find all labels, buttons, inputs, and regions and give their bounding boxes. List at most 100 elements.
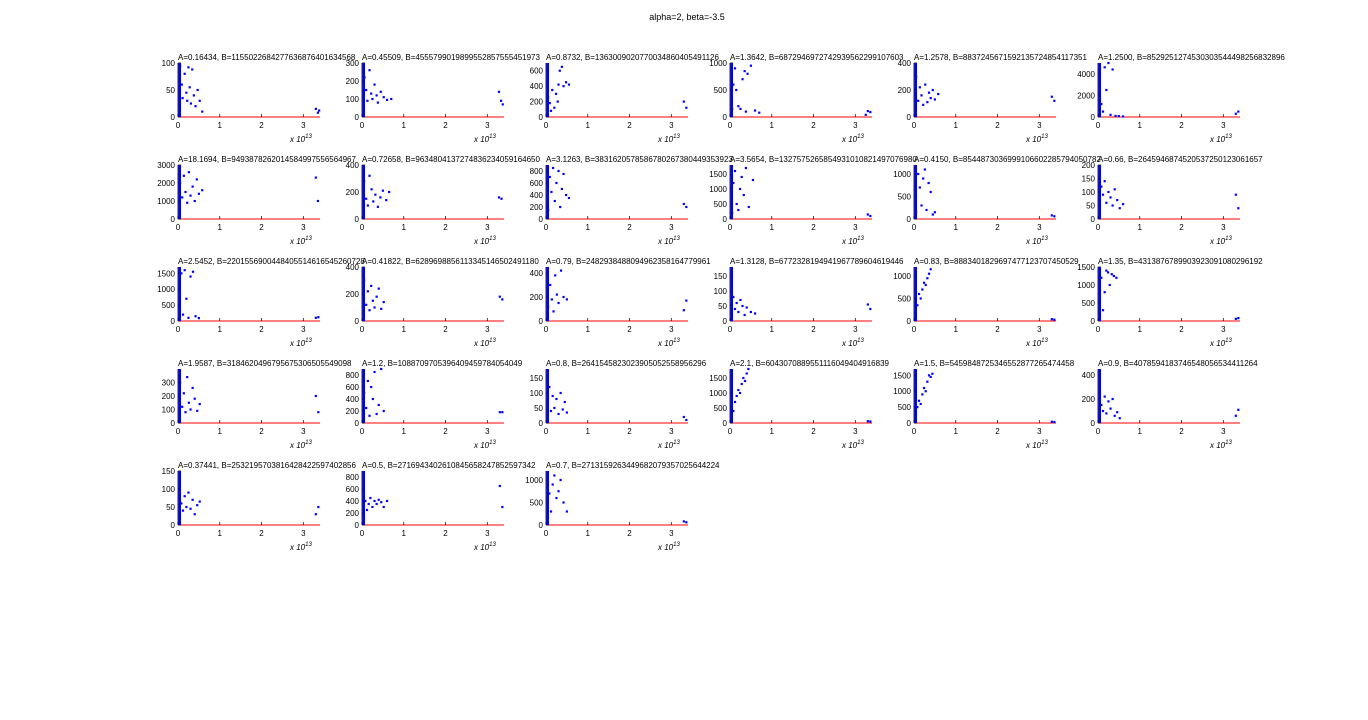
scatter-point: [189, 102, 193, 105]
x-tick-label: 2: [811, 223, 816, 232]
scatter-point: [753, 109, 757, 112]
x-tick-label: 2: [811, 325, 816, 334]
y-tick-label: 1000: [709, 185, 727, 194]
scatter-point: [557, 83, 560, 86]
subplot-9: A=3.1263, B=3831620578586780267380449353…: [530, 155, 734, 246]
scatter-point: [918, 86, 921, 89]
y-tick-label: 150: [1082, 175, 1096, 184]
x-tick-label: 0: [912, 325, 917, 334]
y-tick-label: 1000: [709, 389, 727, 398]
x-exponent-power: 13: [489, 134, 496, 140]
scatter-point: [549, 283, 552, 287]
scatter-point: [316, 199, 320, 203]
x-tick-label: 3: [301, 529, 306, 538]
scatter-point: [742, 376, 745, 380]
scatter-point: [1106, 271, 1110, 274]
y-tick-label: 200: [1082, 161, 1096, 170]
scatter-point: [198, 99, 201, 102]
y-tick-label: 1500: [893, 371, 911, 380]
point-cluster-at-zero: [178, 369, 181, 423]
x-tick-label: 3: [1221, 223, 1226, 232]
scatter-point: [1237, 207, 1240, 210]
scatter-point: [922, 177, 925, 180]
y-tick-label: 0: [171, 113, 176, 122]
point-cluster-at-zero: [730, 63, 733, 117]
scatter-point: [317, 316, 320, 319]
subplot-18: A=1.35, B=4313876789903923091080296192 0 5…: [1077, 257, 1263, 348]
subplot-3: A=0.8732, B=1363009020770034860405491126…: [530, 53, 720, 144]
scatter-point: [379, 196, 382, 199]
y-tick-label: 500: [714, 404, 728, 413]
x-tick-label: 2: [811, 427, 816, 436]
subplot-10: A=3.5654, B=1327575265854931010821497076…: [709, 155, 917, 246]
scatter-point: [565, 510, 568, 513]
scatter-point: [196, 409, 199, 412]
y-tick-label: 500: [714, 86, 728, 95]
subplot-title: A=0.8732, B=1363009020770034860405491126: [546, 53, 719, 62]
x-tick-label: 2: [995, 325, 1000, 334]
subplot-title: A=1.3128, B=6772328194941967789604619446: [730, 257, 904, 266]
x-exponent-label: x 1013: [289, 236, 312, 246]
y-tick-label: 1000: [709, 59, 727, 68]
scatter-point: [562, 172, 565, 176]
x-tick-label: 0: [544, 223, 549, 232]
y-tick-label: 1000: [893, 272, 911, 281]
x-exponent-label: x 1013: [1209, 338, 1232, 348]
scatter-point: [732, 409, 735, 413]
y-tick-label: 0: [539, 521, 544, 530]
subplot-25: A=0.37441, B=253219570381642842259740285…: [162, 461, 357, 552]
scatter-point: [181, 196, 184, 199]
x-tick-label: 0: [1096, 427, 1101, 436]
scatter-point: [377, 498, 380, 501]
x-exponent-label: x 1013: [1025, 134, 1048, 144]
scatter-point: [735, 394, 738, 398]
scatter-point: [685, 299, 688, 302]
y-tick-label: 100: [1082, 188, 1096, 197]
scatter-point: [372, 200, 375, 203]
x-tick-label: 2: [259, 427, 264, 436]
scatter-point: [558, 69, 561, 72]
x-tick-label: 1: [586, 427, 591, 436]
scatter-point: [1121, 203, 1125, 206]
scatter-point: [555, 181, 558, 185]
scatter-point: [742, 193, 745, 197]
scatter-point: [567, 196, 571, 200]
point-cluster-at-zero: [1098, 165, 1101, 219]
x-tick-label: 3: [853, 427, 858, 436]
scatter-point: [730, 211, 734, 215]
y-tick-label: 500: [162, 301, 176, 310]
scatter-point: [385, 499, 389, 503]
x-tick-label: 3: [1037, 121, 1042, 130]
scatter-point: [554, 92, 558, 95]
scatter-point: [916, 406, 919, 409]
scatter-point: [375, 94, 378, 97]
scatter-point: [178, 64, 182, 67]
scatter-point: [1105, 412, 1108, 415]
y-tick-label: 300: [162, 379, 176, 388]
y-tick-label: 0: [1091, 419, 1096, 428]
x-exponent-power: 13: [1225, 134, 1232, 140]
x-exponent-power: 13: [1225, 338, 1232, 344]
scatter-point: [373, 499, 376, 503]
x-tick-label: 1: [402, 223, 407, 232]
x-tick-label: 3: [1037, 325, 1042, 334]
scatter-point: [366, 204, 369, 207]
scatter-point: [501, 103, 504, 106]
y-tick-label: 400: [346, 395, 360, 404]
scatter-point: [920, 204, 923, 207]
x-exponent-power: 13: [1041, 440, 1048, 446]
x-tick-label: 3: [853, 223, 858, 232]
y-tick-label: 500: [530, 499, 544, 508]
x-tick-label: 2: [443, 325, 448, 334]
y-tick-label: 0: [723, 419, 728, 428]
point-cluster-at-zero: [1098, 267, 1101, 321]
subplot-title: A=0.83, B=8883401829697477123707450529: [914, 257, 1079, 266]
x-tick-label: 1: [954, 325, 959, 334]
scatter-point: [560, 187, 563, 191]
scatter-point: [187, 171, 190, 174]
scatter-point: [917, 399, 921, 402]
x-tick-label: 3: [669, 223, 674, 232]
scatter-point: [733, 67, 737, 70]
x-tick-label: 3: [485, 223, 490, 232]
x-tick-label: 1: [402, 325, 407, 334]
